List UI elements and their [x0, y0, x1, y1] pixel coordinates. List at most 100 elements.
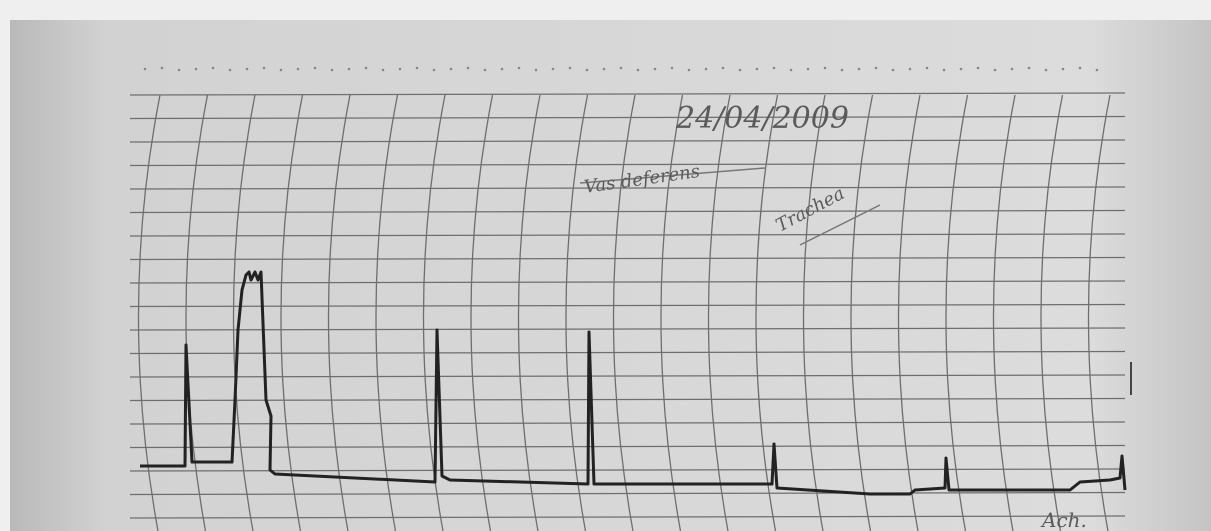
grid-arc — [1040, 94, 1064, 531]
perforation-dot — [347, 67, 351, 71]
grid-arc — [707, 94, 731, 531]
perforation-dot — [806, 67, 810, 71]
grid-arc — [185, 94, 209, 531]
perforation-dot — [313, 66, 317, 70]
perforation-dot — [534, 68, 538, 72]
perforation-dot — [517, 66, 521, 70]
perforation-dot — [330, 68, 334, 72]
perforation-dot — [568, 66, 572, 70]
perforation-dot — [908, 67, 912, 71]
grid-arc — [850, 94, 874, 531]
perforation-dot — [500, 67, 504, 71]
perforation-dot — [585, 68, 589, 72]
perforation-dot — [1010, 67, 1014, 71]
perforation-dot — [228, 68, 232, 72]
grid-row — [129, 303, 1126, 308]
grid-row — [129, 468, 1126, 472]
perforation-dot — [721, 66, 725, 70]
perforation-dot — [1044, 68, 1048, 72]
perforation-dot — [840, 68, 844, 72]
grid-arc — [992, 94, 1016, 531]
grid-row — [129, 256, 1126, 261]
perforation-dot — [177, 68, 181, 72]
underline — [799, 204, 881, 246]
perforation-dot — [279, 68, 283, 72]
grid-arc — [517, 94, 541, 531]
perforation-dot — [704, 67, 708, 71]
perforation-dot — [619, 66, 623, 70]
perforation-dot — [194, 67, 198, 71]
grid-row — [129, 186, 1126, 190]
perforation-dot — [1061, 67, 1065, 71]
perforation-dot — [670, 66, 674, 70]
perforation-dot — [636, 68, 640, 72]
perforation-dot — [738, 68, 742, 72]
perforation-dot — [959, 67, 963, 71]
perforation-dot — [1078, 66, 1082, 70]
perforation-dot — [653, 67, 657, 71]
grid-arc — [565, 94, 589, 531]
grid-row — [129, 162, 1126, 167]
grid-arc — [375, 94, 399, 531]
perforation-dot — [1027, 66, 1031, 70]
perforation-dot — [483, 68, 487, 72]
strike-through — [579, 167, 766, 184]
perforation-dot — [466, 66, 470, 70]
grid-arc — [755, 94, 779, 531]
perforation-dot — [942, 68, 946, 72]
grid-row — [129, 444, 1126, 449]
perforation-dot — [262, 66, 266, 70]
perforation-dot — [823, 66, 827, 70]
grid-row — [129, 115, 1126, 120]
perforation-dot — [551, 67, 555, 71]
perforation-dot — [687, 68, 691, 72]
perforation-dot — [602, 67, 606, 71]
perforation-dot — [874, 66, 878, 70]
grid-row — [129, 421, 1126, 425]
perforation-dot — [789, 68, 793, 72]
perforation-dot — [891, 68, 895, 72]
perforation-dot — [1095, 68, 1099, 72]
perforation-dot — [245, 67, 249, 71]
perforation-dot — [211, 66, 215, 70]
grid-arc — [137, 94, 161, 531]
grid-arc — [327, 94, 351, 531]
perforation-dot — [755, 67, 759, 71]
grid-arc — [470, 94, 494, 531]
grid-row — [129, 327, 1126, 331]
drug-annotation: Ach. — [1040, 508, 1087, 531]
perforation-dot — [925, 66, 929, 70]
perforation-dot — [993, 68, 997, 72]
grid-row — [129, 280, 1126, 284]
perforation-dot — [976, 66, 980, 70]
perforation-dot — [857, 67, 861, 71]
grid-arc — [280, 94, 304, 531]
grid-row — [129, 92, 1126, 96]
grid-row — [129, 233, 1126, 237]
grid-row — [129, 209, 1126, 214]
grid-arc — [802, 94, 826, 531]
grid-row — [129, 515, 1126, 519]
grid-arc — [945, 94, 969, 531]
recorder-grid — [129, 92, 1126, 531]
grid-arc — [232, 94, 256, 531]
grid-arc — [422, 94, 446, 531]
grid-arc — [1087, 94, 1111, 531]
grid-row — [129, 397, 1126, 402]
grid-row — [129, 350, 1126, 355]
grid-arc — [897, 94, 921, 531]
perforation-dot — [398, 67, 402, 71]
grid-arc — [612, 94, 636, 531]
perforation-dot — [415, 66, 419, 70]
recorded-trace — [140, 270, 1127, 496]
grid-row — [129, 374, 1126, 378]
perforation-dot — [143, 67, 147, 71]
perforation-dot — [381, 68, 385, 72]
perforation-dots — [143, 66, 1099, 72]
perforation-dot — [364, 66, 368, 70]
perforation-dot — [449, 67, 453, 71]
grid-arc — [660, 94, 684, 531]
date-annotation: 24/04/2009 — [675, 101, 849, 136]
